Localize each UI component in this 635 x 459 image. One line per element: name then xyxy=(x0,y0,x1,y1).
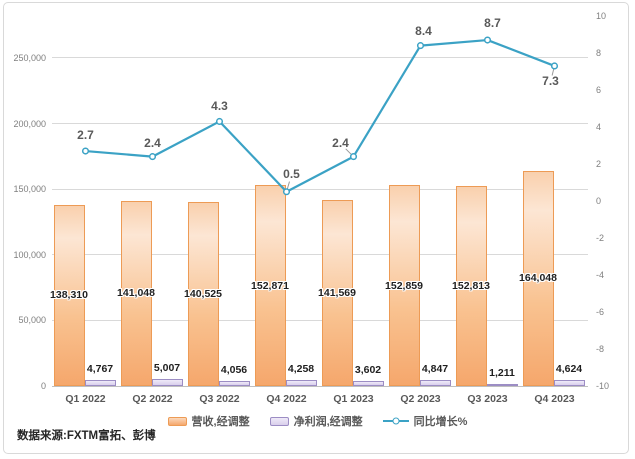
line-marker xyxy=(416,42,425,50)
revenue-bar xyxy=(120,200,152,386)
growth-value-label: 7.3 xyxy=(542,73,559,88)
revenue-value-label: 138,310 xyxy=(50,289,88,302)
profit-bar xyxy=(486,384,518,386)
left-axis-tick-label: 0 xyxy=(40,381,46,391)
profit-bar xyxy=(352,381,384,386)
left-axis-tick-label: 150,000 xyxy=(13,184,46,195)
growth-value-label: 2.7 xyxy=(77,128,94,143)
growth-value-label: 4.3 xyxy=(211,99,228,114)
x-axis-line xyxy=(52,385,588,387)
profit-bar xyxy=(553,379,585,386)
left-axis-tick-label: 200,000 xyxy=(13,118,46,129)
revenue-value-label: 141,569 xyxy=(318,287,356,300)
x-axis-label: Q4 2023 xyxy=(534,393,575,405)
line-marker xyxy=(349,153,358,161)
right-axis-tick-label: -2 xyxy=(596,233,605,243)
revenue-bar xyxy=(321,200,353,386)
x-axis-label: Q1 2023 xyxy=(333,393,374,405)
profit-value-label: 4,767 xyxy=(86,362,114,375)
growth-line xyxy=(85,38,555,193)
revenue-bar xyxy=(388,185,420,386)
left-axis-tick-label: 250,000 xyxy=(13,52,46,63)
right-axis-tick-label: -8 xyxy=(596,344,605,354)
revenue-value-label: 152,859 xyxy=(385,279,423,292)
left-axis-tick-label: 100,000 xyxy=(13,249,46,260)
revenue-bar xyxy=(522,170,554,386)
profit-bar xyxy=(218,380,250,386)
revenue-value-label: 152,871 xyxy=(251,279,289,292)
legend-label: 营收,经调整 xyxy=(191,416,250,428)
legend-item: 净利润,经调整 xyxy=(269,413,363,429)
line-marker xyxy=(483,36,492,44)
profit-value-label: 4,847 xyxy=(421,362,449,375)
revenue-bar xyxy=(53,204,85,386)
legend-revenue-swatch xyxy=(167,416,187,426)
x-axis-label: Q2 2023 xyxy=(400,393,441,405)
legend-line-marker-icon xyxy=(392,417,400,425)
profit-bar xyxy=(285,380,317,386)
profit-value-label: 4,258 xyxy=(287,363,315,376)
source-note: 数据来源:FXTM富拓、彭博 xyxy=(17,430,156,442)
growth-line-layer xyxy=(81,36,559,196)
gridline xyxy=(52,57,588,59)
growth-value-label: 8.4 xyxy=(415,23,432,38)
revenue-bar xyxy=(455,185,487,386)
revenue-bar xyxy=(254,185,286,386)
right-axis-tick-label: -6 xyxy=(596,307,605,317)
line-marker xyxy=(148,153,157,161)
x-axis-label: Q4 2022 xyxy=(266,393,307,405)
revenue-value-label: 164,048 xyxy=(519,272,557,285)
legend-label: 净利润,经调整 xyxy=(293,416,363,428)
x-axis-label: Q3 2023 xyxy=(467,393,508,405)
right-axis-tick-label: 0 xyxy=(596,196,602,206)
right-axis-tick-label: 6 xyxy=(596,85,602,95)
legend: 营收,经调整 净利润,经调整 同比增长% xyxy=(0,412,635,430)
line-marker xyxy=(550,62,559,70)
legend-profit-swatch xyxy=(269,416,289,426)
legend-item: 营收,经调整 xyxy=(167,413,250,429)
profit-value-label: 3,602 xyxy=(354,364,382,377)
legend-label: 同比增长% xyxy=(413,416,468,428)
growth-value-label: 2.4 xyxy=(332,135,349,150)
line-marker xyxy=(215,117,224,125)
profit-value-label: 4,056 xyxy=(220,363,248,376)
right-axis-tick-label: 2 xyxy=(596,159,602,169)
legend-line-swatch xyxy=(382,416,409,426)
profit-value-label: 1,211 xyxy=(489,367,515,379)
gridline xyxy=(52,188,588,190)
x-axis-label: Q1 2022 xyxy=(65,393,106,405)
profit-value-label: 4,624 xyxy=(555,362,583,375)
profit-bar xyxy=(151,379,183,386)
x-axis-label: Q2 2022 xyxy=(132,393,173,405)
growth-value-label: 8.7 xyxy=(484,16,501,31)
revenue-value-label: 152,813 xyxy=(452,279,490,292)
revenue-bar xyxy=(187,201,219,386)
right-axis-tick-label: -4 xyxy=(596,270,605,280)
profit-bar xyxy=(84,379,116,386)
x-axis-label: Q3 2022 xyxy=(199,393,240,405)
revenue-value-label: 141,048 xyxy=(117,287,155,300)
growth-value-label: 2.4 xyxy=(144,135,161,150)
growth-value-label: 0.5 xyxy=(283,166,300,181)
chart-frame-border xyxy=(3,2,629,454)
plot-area: 138,310 4,767 141,048 5,007 140,525 4,056 152,… xyxy=(50,16,588,387)
left-axis-tick-label: 50,000 xyxy=(18,315,46,326)
profit-value-label: 5,007 xyxy=(153,362,181,375)
profit-bar xyxy=(419,379,451,386)
revenue-value-label: 140,525 xyxy=(184,287,222,300)
right-axis-tick-label: -10 xyxy=(596,381,610,391)
gridline xyxy=(52,254,588,256)
right-axis-tick-label: 4 xyxy=(596,122,602,132)
line-marker xyxy=(282,188,291,196)
line-marker xyxy=(81,147,90,155)
gridline xyxy=(52,319,588,321)
right-axis-tick-label: 10 xyxy=(596,11,607,21)
legend-item: 同比增长% xyxy=(382,413,468,429)
right-axis-tick-label: 8 xyxy=(596,48,602,58)
gridline xyxy=(52,123,588,125)
